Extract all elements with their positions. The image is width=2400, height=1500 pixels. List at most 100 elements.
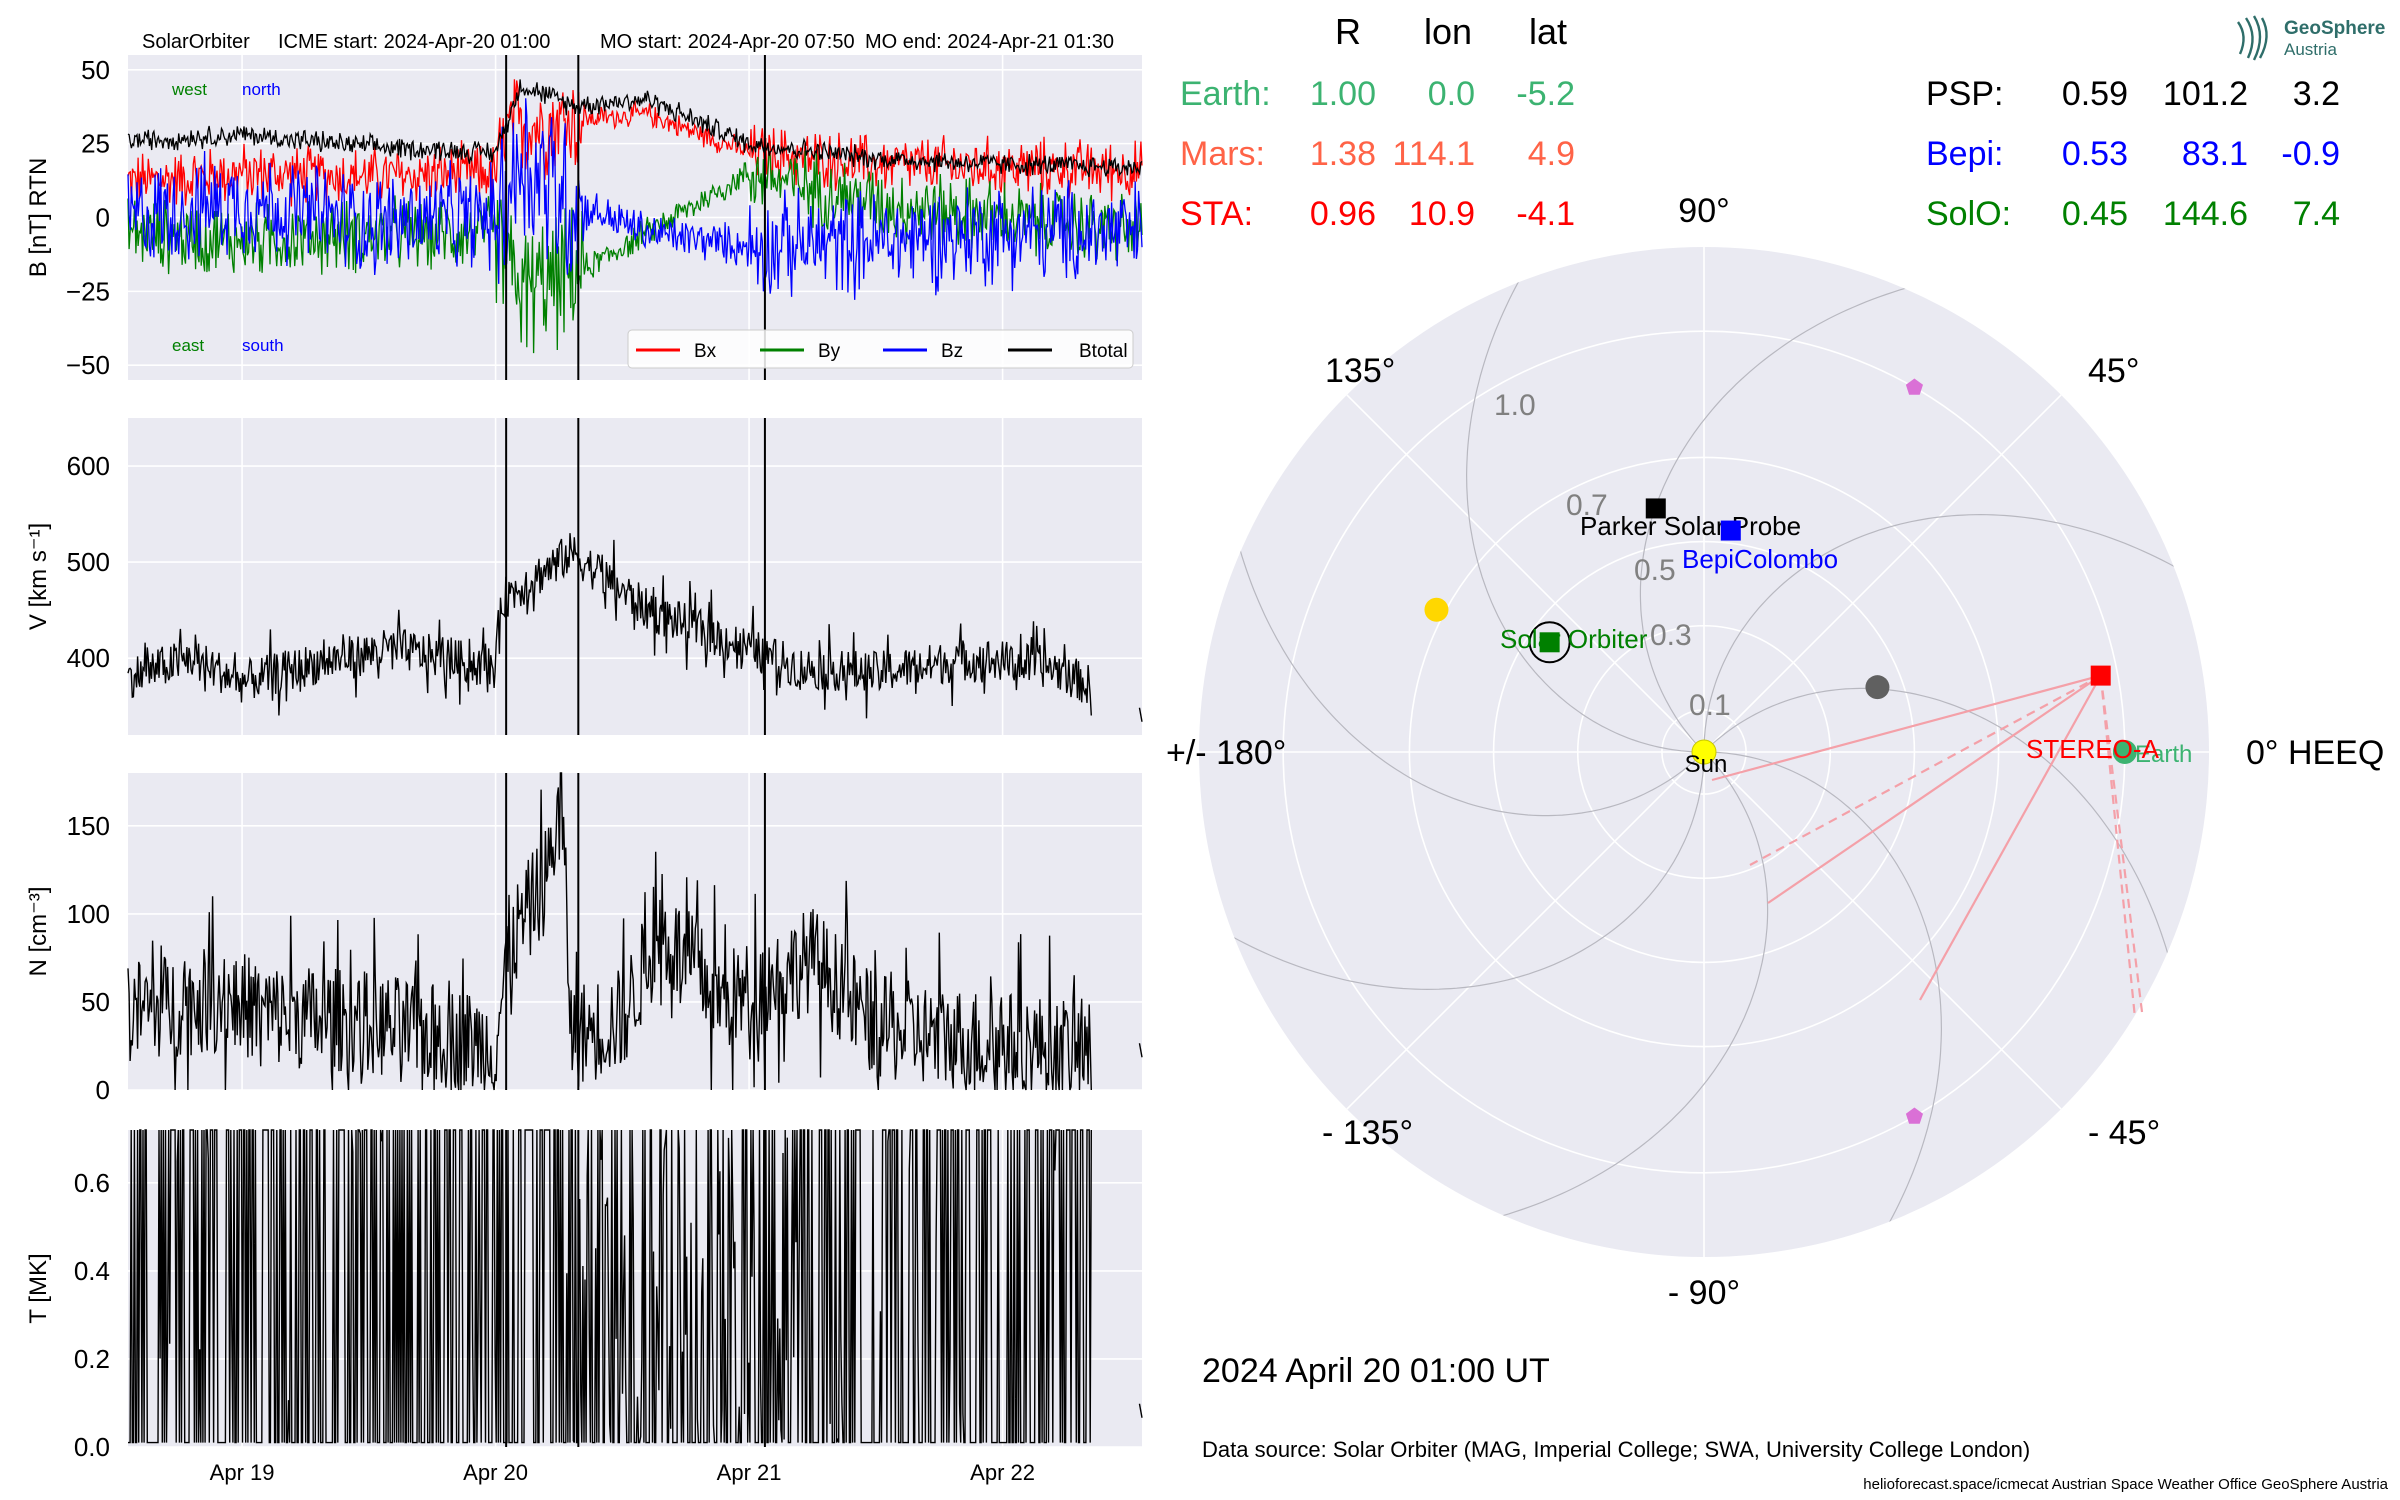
earth-label: Earth: [2135, 741, 2192, 768]
y-axis-label: T [MK]: [25, 1253, 52, 1323]
sun-marker: [1691, 739, 1717, 765]
row-lat: 4.9: [1528, 135, 1575, 173]
row-lat: -4.1: [1516, 195, 1575, 233]
stereo-a-fov-line-1: [1767, 674, 2102, 904]
parker-spiral-line: [1639, 273, 1971, 753]
row-r: 0.45: [2062, 195, 2128, 233]
lagrange-point-marker: [1905, 378, 1923, 395]
parker-spiral-line: [1703, 513, 2209, 752]
row-lon: 10.9: [1409, 195, 1475, 233]
polar-grid-spoke: [1703, 751, 2062, 1110]
geosphere-logo: GeoSphere Austria: [2237, 15, 2385, 61]
parker-spiral-line: [1704, 751, 1943, 1257]
series-line-0: [127, 772, 1092, 1091]
y-tick-label: −25: [66, 276, 110, 306]
x-tick-label: Apr 21: [717, 1460, 782, 1485]
row-lon: 83.1: [2182, 135, 2248, 173]
col-header-lat: lat: [1529, 11, 1567, 52]
y-tick-label: 0.0: [74, 1432, 110, 1462]
y-tick-label: 0: [96, 203, 110, 233]
parker-solar-probe-label: Parker Solar Probe: [1580, 511, 1801, 541]
west-annotation: west: [171, 80, 207, 99]
col-header-r: R: [1335, 11, 1361, 52]
radial-tick-label: 0.1: [1689, 689, 1731, 722]
sun-label: Sun: [1685, 751, 1728, 778]
positions-table: R lon lat Earth: 1.00 0.0 -5.2 Mars: 1.38 114.…: [1180, 11, 2340, 233]
bepicolombo-label: BepiColombo: [1682, 544, 1838, 574]
row-lon: 144.6: [2163, 195, 2248, 233]
planet-6-marker: [1424, 597, 1449, 622]
row-name: Mars:: [1180, 135, 1265, 173]
y-tick-label: 25: [81, 129, 110, 159]
stereo-a-fov-line-2: [1749, 674, 2102, 866]
row-lat: -0.9: [2281, 135, 2340, 173]
series-line-1: [1138, 707, 1143, 722]
angle-label: +/- 180°: [1166, 734, 1286, 772]
row-lon: 0.0: [1428, 75, 1475, 113]
panel-1: 600 500 400 V [km s⁻¹]: [25, 418, 1143, 735]
planet-7-marker: [1865, 675, 1890, 700]
legend-label-Bz: Bz: [941, 341, 963, 362]
row-r: 1.38: [1310, 135, 1376, 173]
credits: helioforecast.space/icmecat Austrian Spa…: [1863, 1476, 2388, 1493]
row-r: 0.96: [1310, 195, 1376, 233]
parker-spiral-line: [1437, 751, 1769, 1231]
y-tick-label: 0.4: [74, 1256, 110, 1286]
south-annotation: south: [242, 336, 284, 355]
y-tick-label: 50: [81, 55, 110, 85]
bepicolombo-marker: [1720, 520, 1741, 541]
row-r: 0.53: [2062, 135, 2128, 173]
stereo-a-marker: [2090, 665, 2111, 686]
row-lon: 101.2: [2163, 75, 2248, 113]
stereo-a-fov-line-5: [2099, 675, 2137, 1019]
stereo-a-fov-line-0: [1711, 674, 2101, 782]
y-tick-label: 400: [67, 643, 110, 673]
parker-spiral-line: [1225, 485, 1705, 817]
solar-orbiter-ring: [1528, 621, 1571, 664]
legend-box: [627, 329, 1134, 369]
panel-0: 50 25 0 −25 −50 B [nT] RTN west north east south B…: [25, 55, 1143, 380]
x-tick-label: Apr 20: [463, 1460, 528, 1485]
row-name: Earth:: [1180, 75, 1271, 113]
north-annotation: north: [242, 80, 281, 99]
y-axis-label: V [km s⁻¹]: [25, 523, 52, 630]
y-axis-label: N [cm⁻³]: [25, 887, 52, 977]
polar-grid-spoke: [1703, 394, 2062, 753]
icme-start: ICME start: 2024-Apr-20 01:00: [278, 31, 550, 53]
angle-label: 45°: [2088, 352, 2139, 390]
spacecraft-name: SolarOrbiter: [142, 31, 250, 53]
series-Btotal-3: [127, 79, 1143, 178]
legend-label-By: By: [818, 341, 841, 362]
legend-label-Bx: Bx: [694, 341, 717, 362]
y-tick-label: 0: [96, 1075, 110, 1105]
series-line-1: [1138, 1403, 1143, 1418]
series-Bz-2: [127, 98, 1143, 300]
logo-mark-icon: [2237, 15, 2268, 61]
y-tick-label: 500: [67, 547, 110, 577]
mo-end: MO end: 2024-Apr-21 01:30: [865, 31, 1114, 53]
row-name: SolO:: [1926, 195, 2011, 233]
radial-tick-label: 1.0: [1494, 389, 1536, 422]
y-tick-label: −50: [66, 350, 110, 380]
datetime-label: 2024 April 20 01:00 UT: [1202, 1352, 1550, 1390]
series-line-0: [128, 1129, 1093, 1444]
polar-grid-spoke: [1346, 394, 1705, 753]
logo-text-line2: Austria: [2284, 40, 2337, 59]
angle-label: - 135°: [1322, 1114, 1413, 1152]
row-lat: 3.2: [2293, 75, 2340, 113]
y-tick-label: 600: [67, 451, 110, 481]
series-line-0: [127, 533, 1092, 719]
data-source: Data source: Solar Orbiter (MAG, Imperia…: [1202, 1437, 2030, 1462]
radial-tick-label: 0.3: [1650, 619, 1692, 652]
x-tick-label: Apr 19: [210, 1460, 275, 1485]
stereo-a-label: STEREO-A: [2026, 734, 2160, 764]
y-tick-label: 150: [67, 811, 110, 841]
stereo-a-fov-line-4: [2099, 675, 2144, 1013]
legend-label-Btotal: Btotal: [1079, 341, 1128, 362]
row-lat: 7.4: [2293, 195, 2340, 233]
legend: Bx By Bz Btotal: [627, 329, 1134, 369]
panel-3: 0.6 0.4 0.2 0.0 T [MK] Apr 19 Apr 20 Apr 21 Apr …: [25, 1129, 1143, 1485]
parker-spiral-line: [1703, 687, 2183, 1019]
radial-tick-label: 0.7: [1566, 489, 1608, 522]
